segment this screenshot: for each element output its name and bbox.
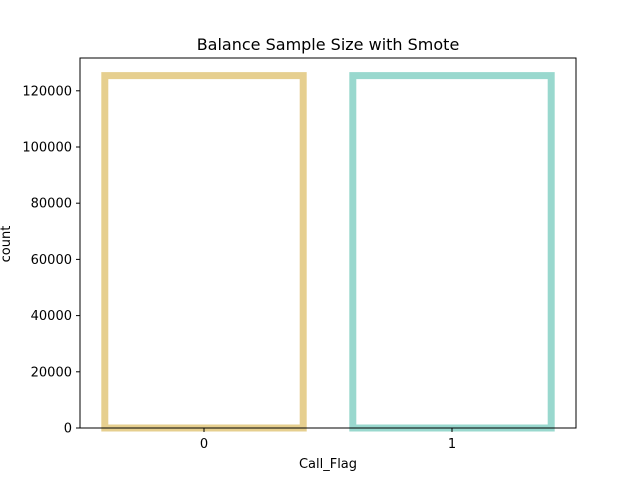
chart-title: Balance Sample Size with Smote bbox=[197, 35, 460, 54]
bar-1 bbox=[349, 72, 555, 432]
y-tick-label: 100000 bbox=[22, 140, 72, 155]
y-tick-label: 0 bbox=[64, 422, 72, 437]
y-axis-label: count bbox=[0, 226, 14, 263]
x-tick-label: 1 bbox=[448, 437, 456, 452]
plot-frame bbox=[79, 57, 577, 429]
y-tick-label: 120000 bbox=[22, 84, 72, 99]
y-axis-ticks: 0 20000 40000 60000 80000 100000 120000 bbox=[22, 84, 80, 437]
bars-layer bbox=[101, 72, 555, 432]
y-tick-label: 60000 bbox=[31, 253, 72, 268]
bar-0 bbox=[101, 72, 307, 432]
x-tick-label: 0 bbox=[200, 437, 208, 452]
x-axis-label: Call_Flag bbox=[299, 457, 357, 472]
y-tick-label: 80000 bbox=[31, 197, 72, 212]
y-tick-label: 40000 bbox=[31, 309, 72, 324]
y-tick-label: 20000 bbox=[31, 365, 72, 380]
